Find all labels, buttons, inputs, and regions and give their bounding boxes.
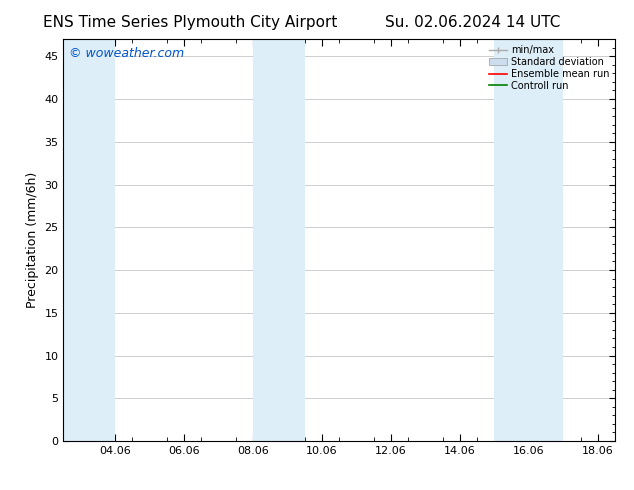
Bar: [495, 39, 563, 441]
Text: Su. 02.06.2024 14 UTC: Su. 02.06.2024 14 UTC: [385, 15, 560, 30]
Text: © woweather.com: © woweather.com: [69, 47, 184, 60]
Bar: [253, 39, 305, 441]
Y-axis label: Precipitation (mm/6h): Precipitation (mm/6h): [26, 172, 39, 308]
Bar: [63, 39, 115, 441]
Legend: min/max, Standard deviation, Ensemble mean run, Controll run: min/max, Standard deviation, Ensemble me…: [486, 42, 612, 94]
Text: ENS Time Series Plymouth City Airport: ENS Time Series Plymouth City Airport: [43, 15, 337, 30]
